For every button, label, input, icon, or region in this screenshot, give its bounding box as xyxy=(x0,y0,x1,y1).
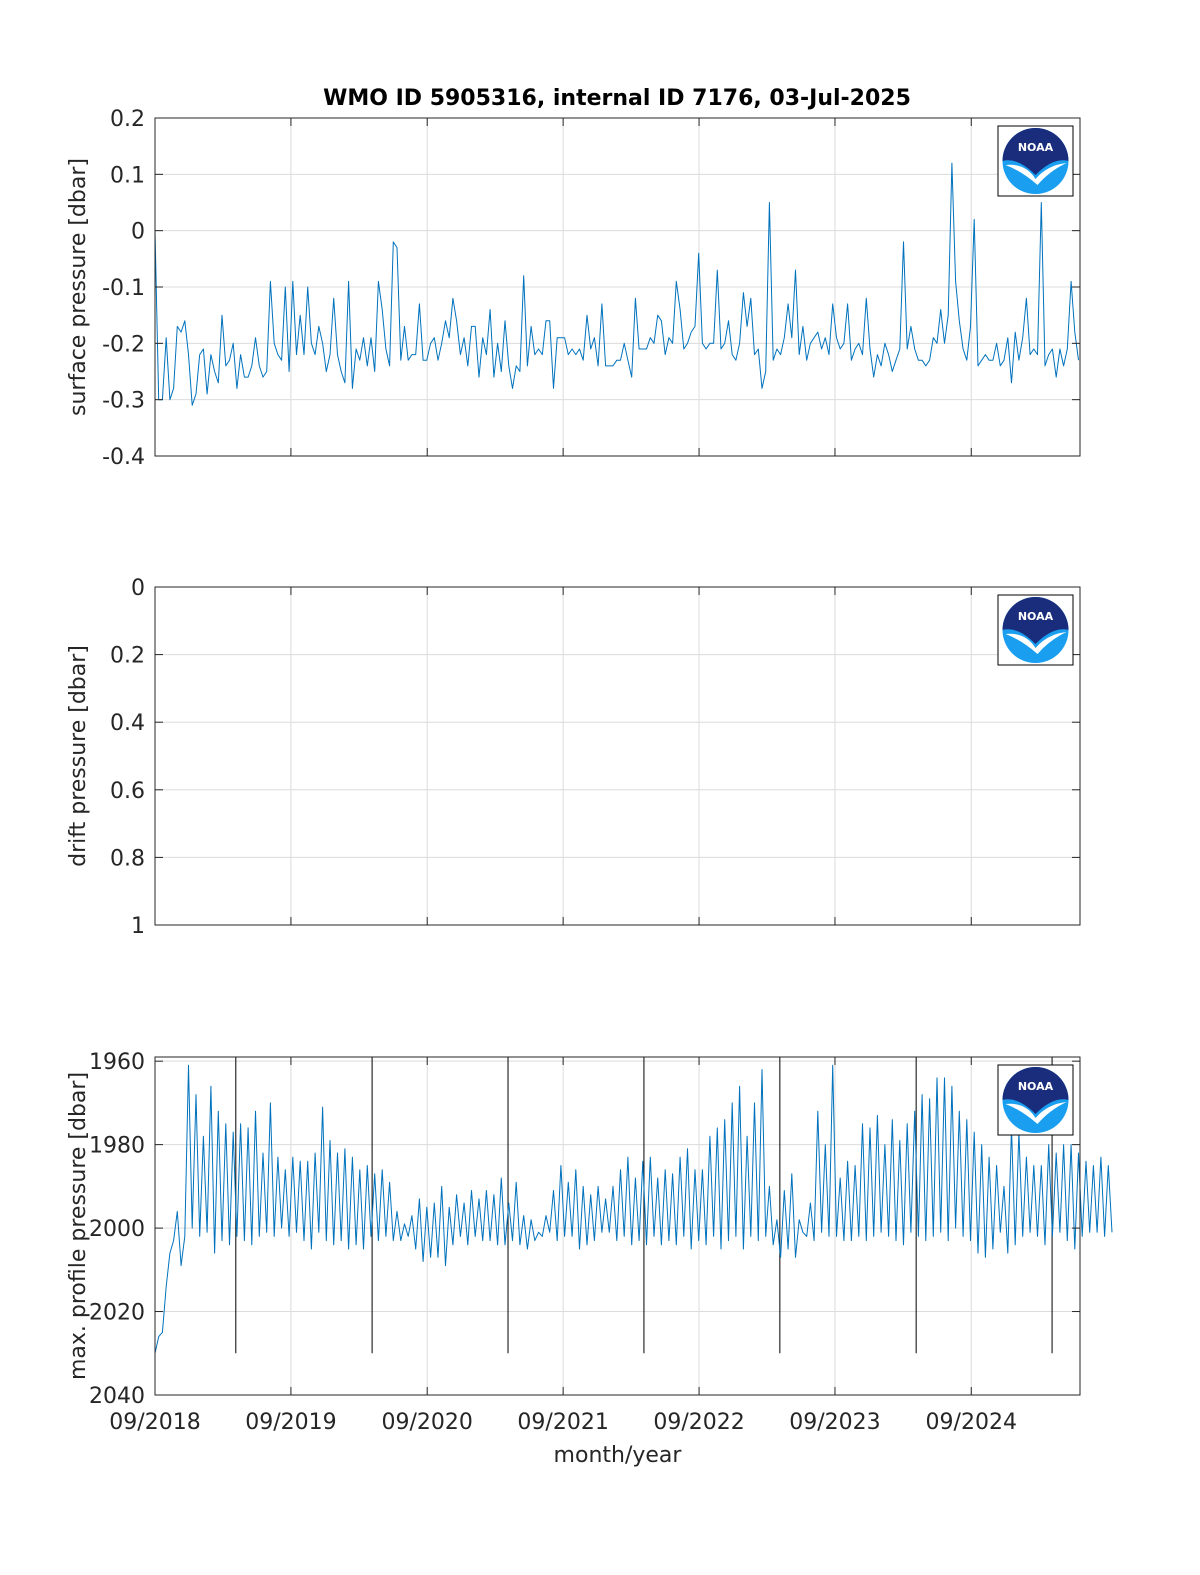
y-tick-label: 1 xyxy=(131,914,145,939)
x-axis-label: month/year xyxy=(554,1443,683,1468)
y-tick-label: 0 xyxy=(131,576,145,601)
noaa-logo-text: NOAA xyxy=(1018,141,1054,154)
y-tick-label: 1960 xyxy=(89,1050,145,1075)
noaa-logo: NOAA xyxy=(997,1064,1074,1136)
y-tick-label: 2000 xyxy=(89,1217,145,1242)
x-tick-label: 09/2018 xyxy=(109,1410,200,1435)
y-tick-label: 0.2 xyxy=(110,107,145,132)
figure-title: WMO ID 5905316, internal ID 7176, 03-Jul… xyxy=(323,86,911,111)
x-tick-label: 09/2019 xyxy=(245,1410,336,1435)
y-tick-label: 2020 xyxy=(89,1301,145,1326)
x-tick-label: 09/2024 xyxy=(926,1410,1017,1435)
y-tick-label: 0.2 xyxy=(110,644,145,669)
y-tick-label: -0.4 xyxy=(102,445,145,470)
y-tick-label: 0.1 xyxy=(110,163,145,188)
x-tick-label: 09/2022 xyxy=(653,1410,744,1435)
noaa-logo-text: NOAA xyxy=(1018,610,1054,623)
y-tick-label: 0.8 xyxy=(110,846,145,871)
data-series-line xyxy=(154,162,1079,406)
panel-1: 0.2 0.1 0 -0.1 -0.2 -0.3 -0.4 surface pressure … xyxy=(66,107,1081,470)
y-tick-label: 0 xyxy=(131,220,145,245)
y-tick-label: 2040 xyxy=(89,1384,145,1409)
y-tick-label: -0.1 xyxy=(102,276,145,301)
x-tick-label: 09/2021 xyxy=(517,1410,608,1435)
y-axis-label: max. profile pressure [dbar] xyxy=(66,1072,91,1380)
y-tick-label: 0.4 xyxy=(110,711,145,736)
y-tick-label: -0.2 xyxy=(102,332,145,357)
noaa-logo: NOAA xyxy=(997,125,1074,197)
axes-box xyxy=(154,586,1081,926)
y-tick-label: 0.6 xyxy=(110,779,145,804)
noaa-logo-text: NOAA xyxy=(1018,1080,1054,1093)
panels: 0.2 0.1 0 -0.1 -0.2 -0.3 -0.4 surface pressure … xyxy=(66,107,1113,1468)
noaa-logo: NOAA xyxy=(997,594,1074,666)
x-tick-label: 09/2023 xyxy=(789,1410,880,1435)
data-series-line xyxy=(154,1064,1113,1354)
plot-area xyxy=(155,587,1080,925)
y-tick-label: 1980 xyxy=(89,1134,145,1159)
y-tick-label: -0.3 xyxy=(102,389,145,414)
y-axis-label: drift pressure [dbar] xyxy=(66,645,91,867)
axes-box xyxy=(154,1056,1081,1396)
panel-2: 0 0.2 0.4 0.6 0.8 1 drift pressure [dbar] NOAA xyxy=(66,576,1081,939)
x-tick-label: 09/2020 xyxy=(382,1410,473,1435)
y-axis-label: surface pressure [dbar] xyxy=(66,158,91,416)
